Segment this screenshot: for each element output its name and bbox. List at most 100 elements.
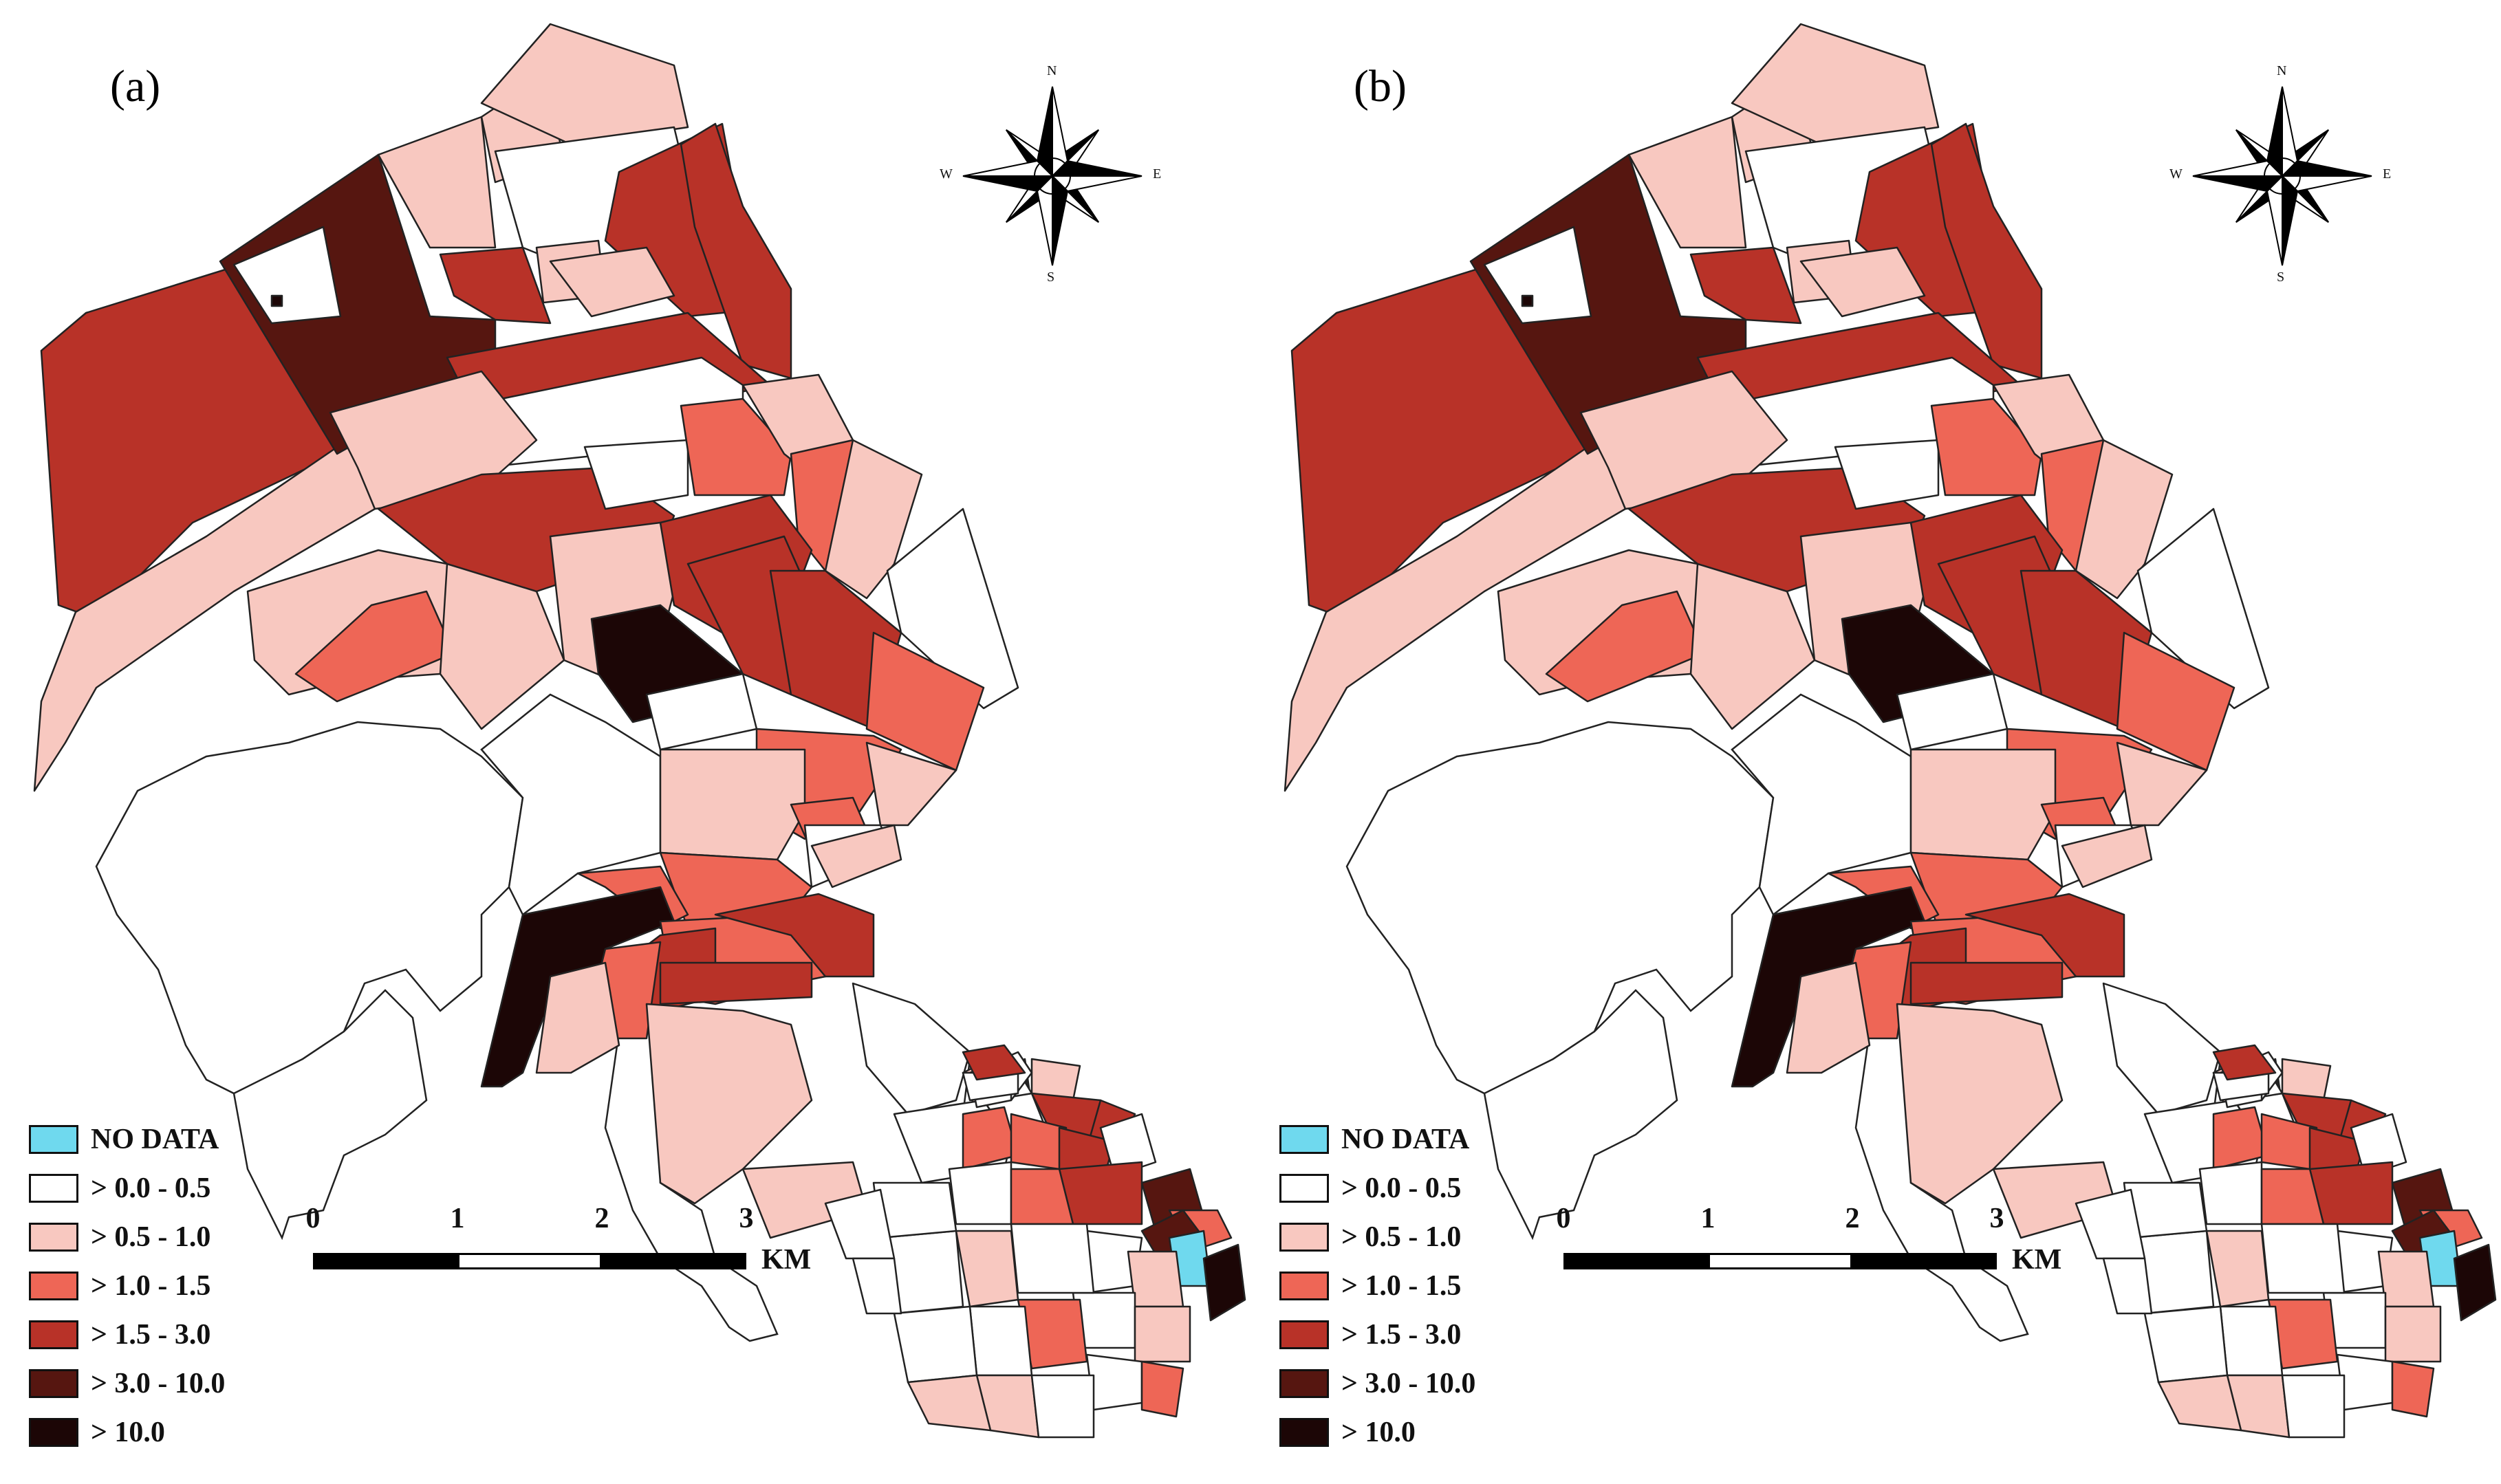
legend-label: > 0.0 - 0.5 (91, 1172, 211, 1204)
district-region (439, 246, 552, 325)
legend-swatch (29, 1320, 78, 1349)
legend-label: > 1.5 - 3.0 (1341, 1319, 1462, 1351)
district-region (1964, 893, 2125, 978)
district-region (1909, 748, 2057, 861)
district-region (1909, 961, 2064, 1005)
district-region (852, 1257, 902, 1315)
district-region (962, 1044, 1026, 1081)
scale-segment (1852, 1253, 1997, 1269)
district-region (1290, 263, 1589, 620)
map-panel-b: (b) N S E W NO DATA > 0.0 - 0.5 > 0.5 - 1.0 > … (1250, 0, 2501, 1484)
legend-swatch (1279, 1223, 1329, 1252)
legend-swatch (1279, 1272, 1329, 1300)
district-outline (1345, 721, 1775, 1095)
district-region (2384, 1305, 2442, 1363)
district-region (2219, 1305, 2284, 1377)
compass-south-label: S (1047, 270, 1055, 285)
district-region (955, 1230, 1019, 1308)
district-region (1521, 294, 1534, 307)
legend-label: > 0.5 - 1.0 (1341, 1221, 1462, 1253)
district-region (2157, 1374, 2242, 1432)
legend-label: > 10.0 (91, 1417, 165, 1448)
legend-label: > 0.5 - 1.0 (91, 1221, 211, 1253)
district-region (810, 824, 902, 888)
district-region (2075, 439, 2174, 600)
district-region (865, 741, 957, 827)
district-region (659, 748, 806, 861)
scale-tick-label: 1 (1700, 1203, 1715, 1234)
scale-segment (602, 1253, 746, 1269)
legend-label: > 3.0 - 10.0 (91, 1368, 226, 1399)
district-region (968, 1305, 1033, 1377)
district-region (1058, 1161, 1143, 1225)
district-region (2336, 1353, 2394, 1411)
district-region (680, 397, 792, 497)
district-region (645, 1003, 813, 1205)
district-region (1030, 1374, 1095, 1439)
scale-tick-label: 0 (305, 1203, 321, 1234)
choropleth-map-b (1284, 23, 2497, 1439)
scale-segment (1563, 1253, 1708, 1269)
district-region (2281, 1374, 2346, 1439)
district-region (377, 116, 497, 249)
district-region (1896, 1003, 2064, 1205)
map-panel-a: (a) N S E W NO DATA > 0.0 - 0.5 > 0.5 - 1.0 > … (0, 0, 1250, 1484)
district-outline (95, 721, 524, 1095)
district-region (1689, 246, 1802, 325)
district-outline (480, 693, 662, 916)
scale-tick-label: 2 (1845, 1203, 1860, 1234)
legend-swatch (29, 1174, 78, 1203)
district-region (2143, 1305, 2229, 1384)
district-region (886, 508, 1019, 710)
compass-rose-icon: N S E W (2169, 63, 2392, 286)
district-outline (1483, 989, 1678, 1241)
legend-swatch (1279, 1369, 1329, 1398)
district-region (907, 1374, 992, 1432)
scale-bar-a: 0 1 2 3 KM (306, 1202, 836, 1285)
district-region (2136, 508, 2270, 710)
district-region (2350, 1113, 2407, 1177)
scale-tick-label: 0 (1556, 1203, 1571, 1234)
district-region (1786, 961, 1871, 1074)
district-region (1731, 23, 1940, 146)
district-region (1627, 116, 1747, 249)
district-outline (232, 989, 428, 1241)
district-region (2391, 1360, 2435, 1418)
legend-swatch (1279, 1320, 1329, 1349)
scale-unit-label: KM (761, 1244, 812, 1276)
district-region (680, 122, 792, 380)
district-region (1140, 1360, 1184, 1418)
legend-label: > 0.0 - 0.5 (1341, 1172, 1462, 1204)
compass-east-label: E (2383, 166, 2392, 182)
district-region (2260, 1223, 2346, 1294)
legend-swatch (29, 1369, 78, 1398)
legend-label: > 1.5 - 3.0 (91, 1319, 211, 1351)
district-region (1483, 226, 1592, 325)
district-region (2205, 1230, 2270, 1308)
district-region (1099, 1113, 1157, 1177)
district-region (852, 982, 971, 1115)
scale-bar-b: 0 1 2 3 KM (1557, 1202, 2086, 1285)
district-region (1134, 1305, 1191, 1363)
scale-tick-label: 3 (739, 1203, 754, 1234)
district-region (659, 961, 813, 1005)
district-region (2102, 1257, 2153, 1315)
district-region (2377, 1250, 2435, 1308)
district-region (270, 294, 283, 307)
district-region (2453, 1243, 2497, 1322)
scale-tick-label: 2 (594, 1203, 609, 1234)
scale-segment (313, 1253, 457, 1269)
compass-east-label: E (1153, 166, 1162, 182)
district-region (549, 246, 675, 318)
district-region (2116, 741, 2208, 827)
district-region (40, 263, 338, 620)
district-region (2102, 982, 2222, 1115)
district-region (535, 961, 620, 1074)
compass-star-icon (962, 86, 1143, 266)
legend-swatch (1279, 1418, 1329, 1447)
scale-unit-label: KM (2012, 1244, 2062, 1276)
legend-swatch (1279, 1125, 1329, 1154)
legend-label: > 10.0 (1341, 1417, 1416, 1448)
legend-label: > 1.0 - 1.5 (1341, 1270, 1462, 1302)
legend-swatch (29, 1125, 78, 1154)
